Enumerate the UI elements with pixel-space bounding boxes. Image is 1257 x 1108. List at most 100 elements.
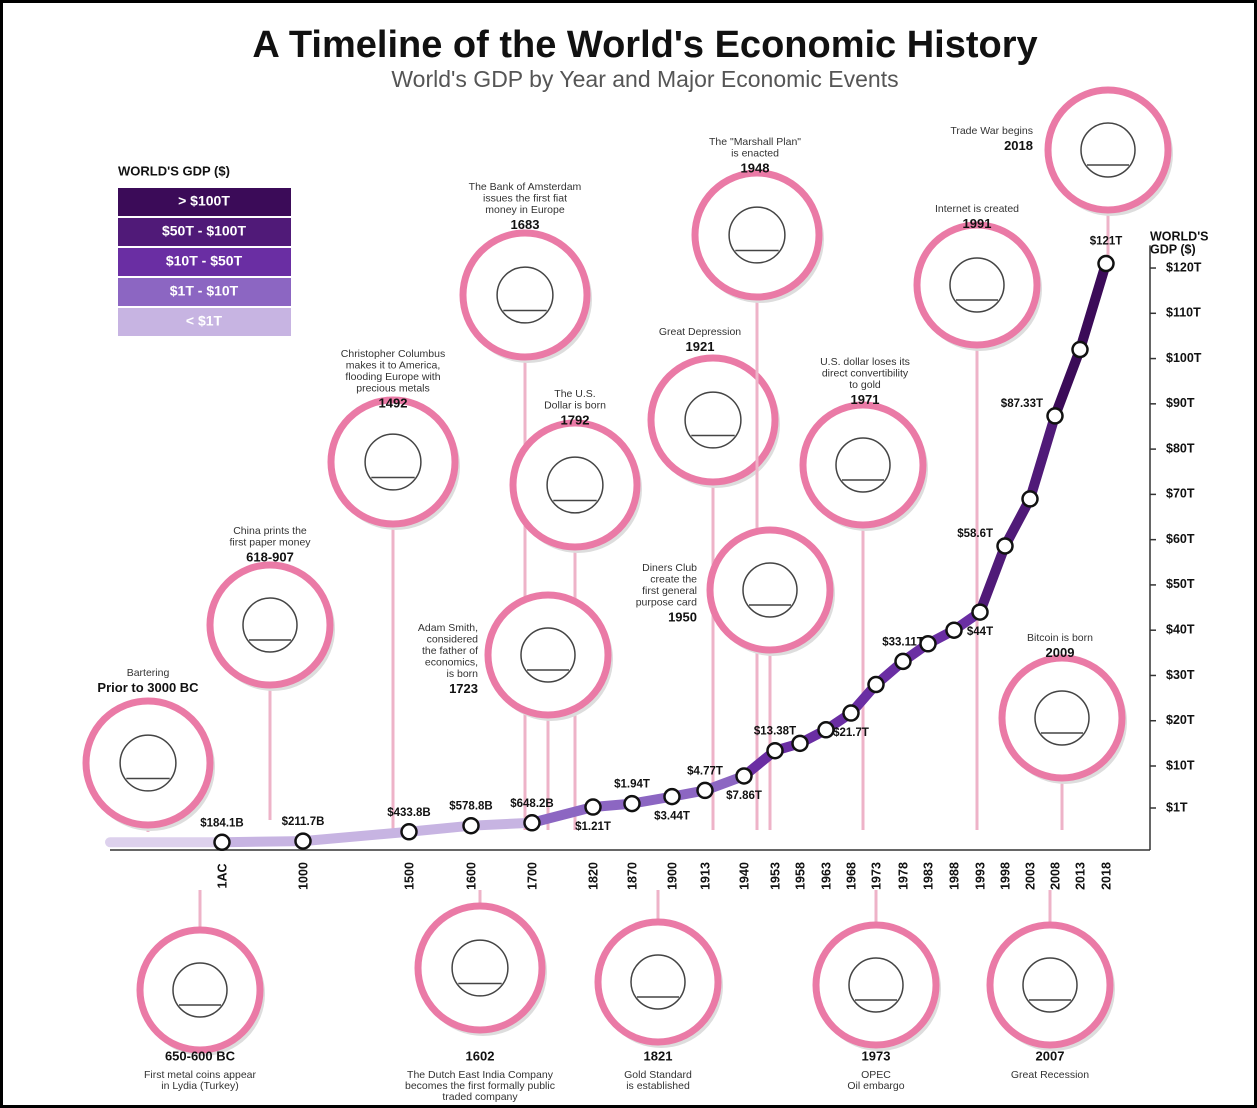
value-label: $184.1B — [200, 817, 243, 829]
x-tick-label: 1940 — [737, 862, 751, 890]
event-text: economics, — [425, 656, 478, 668]
icon-sketch — [119, 734, 177, 792]
value-label: $44T — [967, 626, 993, 638]
event-text: to gold — [849, 379, 881, 391]
icon-sketch — [1080, 122, 1136, 178]
data-point — [996, 537, 1014, 555]
event-icon — [691, 169, 823, 301]
event-icon — [484, 591, 612, 719]
event-text: Christopher Columbus — [341, 348, 445, 360]
icon-sketch — [684, 391, 742, 449]
legend-label: $1T - $10T — [170, 283, 239, 299]
data-point — [1021, 490, 1039, 508]
icon-sketch — [742, 562, 798, 618]
icon-sketch — [1034, 690, 1090, 746]
event-text: Adam Smith, — [418, 622, 478, 634]
icon-sketch — [630, 954, 686, 1010]
icon-sketch — [496, 266, 554, 324]
event-icon — [82, 697, 214, 829]
y-tick-label: $90T — [1166, 396, 1195, 410]
data-point — [945, 621, 963, 639]
event-icon — [206, 561, 334, 689]
x-tick-label: 1870 — [625, 862, 639, 890]
x-tick-label: 1993 — [973, 862, 987, 890]
event-icon — [327, 396, 459, 528]
y-tick-label: $100T — [1166, 351, 1202, 365]
value-label: $1.94T — [614, 779, 650, 791]
data-point — [663, 787, 681, 806]
data-point — [894, 652, 912, 671]
event-text: money in Europe — [485, 204, 565, 216]
line-segment — [298, 826, 414, 847]
event-icon — [594, 918, 722, 1046]
event-icon — [459, 229, 591, 361]
event-year: 1683 — [511, 217, 540, 232]
event-year: 1948 — [741, 160, 770, 175]
event-text: Gold Standard — [624, 1069, 692, 1081]
legend-swatch — [118, 278, 291, 306]
data-point — [462, 816, 480, 835]
data-point — [817, 721, 835, 739]
legend-label: $10T - $50T — [166, 253, 243, 269]
event-icon — [414, 902, 546, 1034]
legend-swatch — [118, 218, 291, 246]
line-segment — [975, 540, 1010, 618]
data-point — [791, 734, 809, 753]
event-text: precious metals — [356, 382, 430, 394]
value-label: $648.2B — [510, 798, 553, 810]
event-year: 1821 — [644, 1048, 673, 1063]
event-text: Trade War begins — [950, 125, 1033, 137]
event-year: 1921 — [686, 339, 715, 354]
event-text: in Lydia (Turkey) — [161, 1080, 238, 1092]
event-text: first paper money — [229, 536, 311, 548]
data-point — [1071, 340, 1089, 359]
x-tick-label: 1820 — [586, 862, 600, 890]
x-tick-label: 1500 — [402, 862, 416, 890]
event-year: 618-907 — [246, 549, 294, 564]
event-text: flooding Europe with — [345, 371, 440, 383]
value-label: $4.77T — [687, 765, 723, 777]
icon-sketch — [172, 962, 228, 1018]
event-text: issues the first fiat — [483, 192, 567, 204]
event-year: Prior to 3000 BC — [97, 680, 199, 695]
event-text: The Dutch East India Company — [407, 1069, 554, 1081]
line-segment — [527, 802, 598, 828]
y-tick-label: $110T — [1166, 306, 1201, 320]
x-tick-label: 1973 — [869, 862, 883, 890]
event-year: 1973 — [862, 1048, 891, 1063]
event-year: 1723 — [449, 681, 478, 696]
event-text: Bartering — [127, 667, 170, 679]
data-point — [735, 767, 753, 785]
event-text: is established — [626, 1080, 690, 1092]
event-text: U.S. dollar loses its — [820, 356, 910, 368]
data-point — [584, 798, 602, 816]
icon-sketch — [949, 257, 1005, 313]
event-icon — [913, 221, 1041, 349]
legend-label: < $1T — [186, 313, 223, 329]
x-tick-label: 1968 — [844, 862, 858, 890]
legend-label: $50T - $100T — [162, 223, 246, 239]
event-text: Oil embargo — [847, 1080, 904, 1092]
x-tick-label: 1983 — [921, 862, 935, 890]
icon-sketch — [728, 206, 786, 264]
x-tick-label: 2013 — [1073, 862, 1087, 890]
event-text: first general — [642, 585, 697, 597]
event-text: Great Depression — [659, 326, 741, 338]
legend-swatch — [118, 188, 291, 216]
x-tick-label: 1958 — [793, 862, 807, 890]
event-icon — [998, 654, 1126, 782]
icon-sketch — [520, 627, 576, 683]
value-label: $13.38T — [754, 726, 796, 738]
event-text: First metal coins appear — [144, 1069, 257, 1081]
event-year: 2007 — [1036, 1048, 1065, 1063]
event-text: the father of — [422, 645, 478, 657]
value-label: $33.11T — [882, 636, 924, 648]
data-point — [766, 741, 784, 760]
event-text: is born — [446, 668, 478, 680]
line-segment — [217, 836, 308, 848]
event-text: considered — [427, 633, 479, 645]
line-segment — [1000, 493, 1035, 551]
y-axis-label: GDP ($) — [1150, 242, 1196, 256]
y-tick-label: $40T — [1166, 622, 1195, 636]
